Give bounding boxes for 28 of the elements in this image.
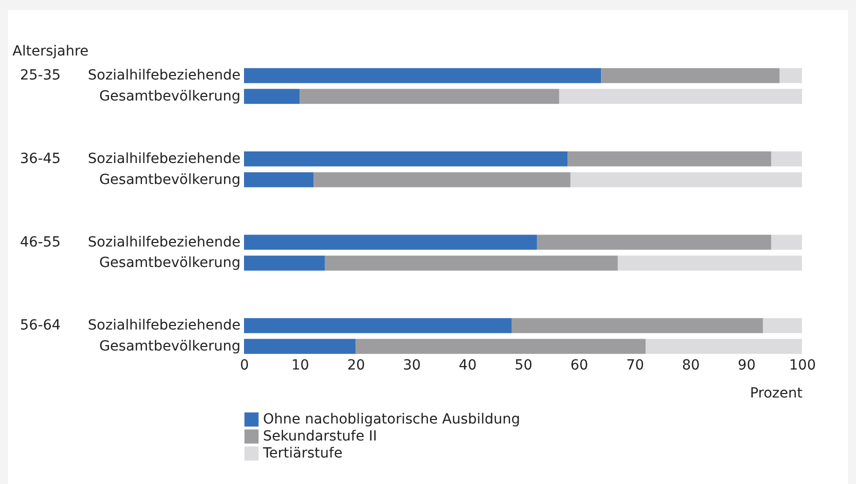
- text: 46-55: [20, 234, 61, 250]
- x-tick-label: 100: [789, 358, 816, 374]
- x-tick-label: 20: [347, 358, 366, 374]
- text: 25-35: [20, 68, 61, 84]
- y-tick-label: Gesamtbevölkerung: [99, 255, 240, 272]
- x-tick-label: 90: [738, 358, 756, 374]
- legend-label: Tertiärstufe: [262, 446, 342, 462]
- y-tick-label: Sozialhilfebeziehende: [88, 318, 240, 334]
- text: 36-45: [20, 150, 61, 167]
- x-tick-label: 70: [626, 358, 644, 374]
- x-tick-label: 60: [570, 358, 588, 374]
- x-tick-label: 30: [402, 358, 421, 374]
- y-tick-label: Sozialhilfebeziehende: [88, 68, 240, 84]
- y-tick-label: Gesamtbevölkerung: [99, 338, 240, 354]
- legend-label: Ohne nachobligatorische Ausbildung: [263, 412, 520, 428]
- x-tick-label: 0: [240, 358, 249, 374]
- x-tick-label: 50: [514, 358, 532, 374]
- y-axis-title: Altersjahre: [12, 44, 89, 60]
- y-tick-label: Sozialhilfebeziehende: [88, 234, 240, 250]
- y-tick-label: Sozialhilfebeziehende: [88, 150, 240, 167]
- y-tick-label: Gesamtbevölkerung: [99, 88, 240, 104]
- y-tick-label: Gesamtbevölkerung: [99, 172, 240, 188]
- x-tick-label: 40: [458, 358, 477, 374]
- legend-label: Sekundarstufe II: [263, 428, 378, 444]
- x-tick-label: 10: [291, 358, 310, 374]
- x-tick-label: 80: [682, 358, 700, 374]
- text: 56-64: [20, 318, 61, 334]
- x-axis-title: Prozent: [750, 386, 803, 402]
